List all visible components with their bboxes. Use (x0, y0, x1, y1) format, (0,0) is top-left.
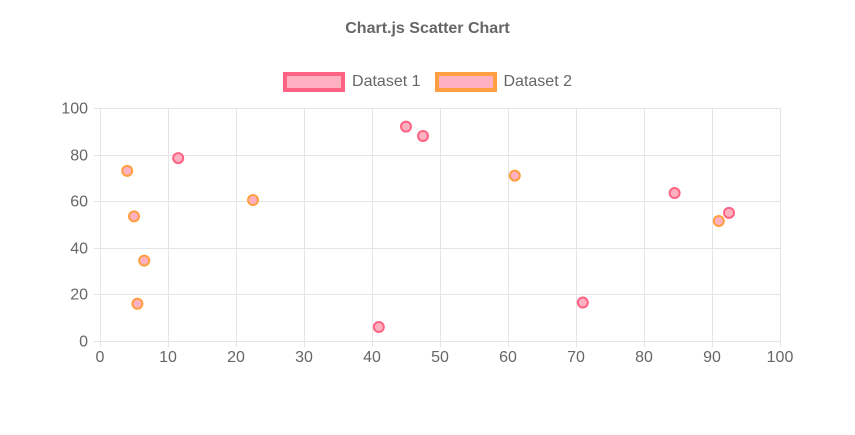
data-point (576, 296, 589, 309)
chart-title: Chart.js Scatter Chart (345, 20, 510, 37)
data-point (668, 187, 681, 200)
y-tick-label: 100 (61, 101, 88, 118)
legend-label: Dataset 2 (503, 73, 572, 90)
chart-legend: Dataset 1 Dataset 2 (0, 72, 855, 92)
data-point (247, 194, 259, 207)
y-tick-label: 80 (70, 148, 88, 165)
data-point (417, 129, 429, 142)
x-tick-label: 70 (567, 349, 585, 366)
data-point (121, 164, 134, 177)
data-point (508, 169, 521, 182)
x-tick-label: 40 (363, 349, 381, 366)
x-tick-label: 90 (703, 349, 721, 366)
y-tick-label: 20 (70, 287, 88, 304)
x-tick-label: 10 (159, 349, 177, 366)
y-tick-label: 60 (70, 194, 88, 211)
data-point (372, 321, 385, 334)
data-point (128, 210, 140, 223)
data-point (723, 206, 735, 219)
legend-swatch-icon (283, 72, 346, 92)
data-point (131, 297, 144, 310)
legend-label: Dataset 1 (352, 73, 421, 90)
x-tick-label: 20 (227, 349, 245, 366)
y-tick-label: 0 (79, 334, 88, 351)
x-tick-label: 30 (295, 349, 313, 366)
x-tick-label: 50 (431, 349, 449, 366)
data-point (400, 120, 412, 133)
x-tick-label: 0 (96, 349, 105, 366)
legend-swatch-icon (434, 72, 497, 92)
x-tick-label: 80 (635, 349, 653, 366)
data-point (172, 152, 185, 165)
data-point (712, 215, 725, 228)
legend-item-dataset-1[interactable]: Dataset 1 (283, 72, 421, 92)
data-point (138, 254, 151, 267)
x-tick-label: 60 (499, 349, 517, 366)
x-tick-label: 100 (767, 349, 794, 366)
legend-item-dataset-2[interactable]: Dataset 2 (434, 72, 572, 92)
y-tick-label: 40 (70, 241, 88, 258)
